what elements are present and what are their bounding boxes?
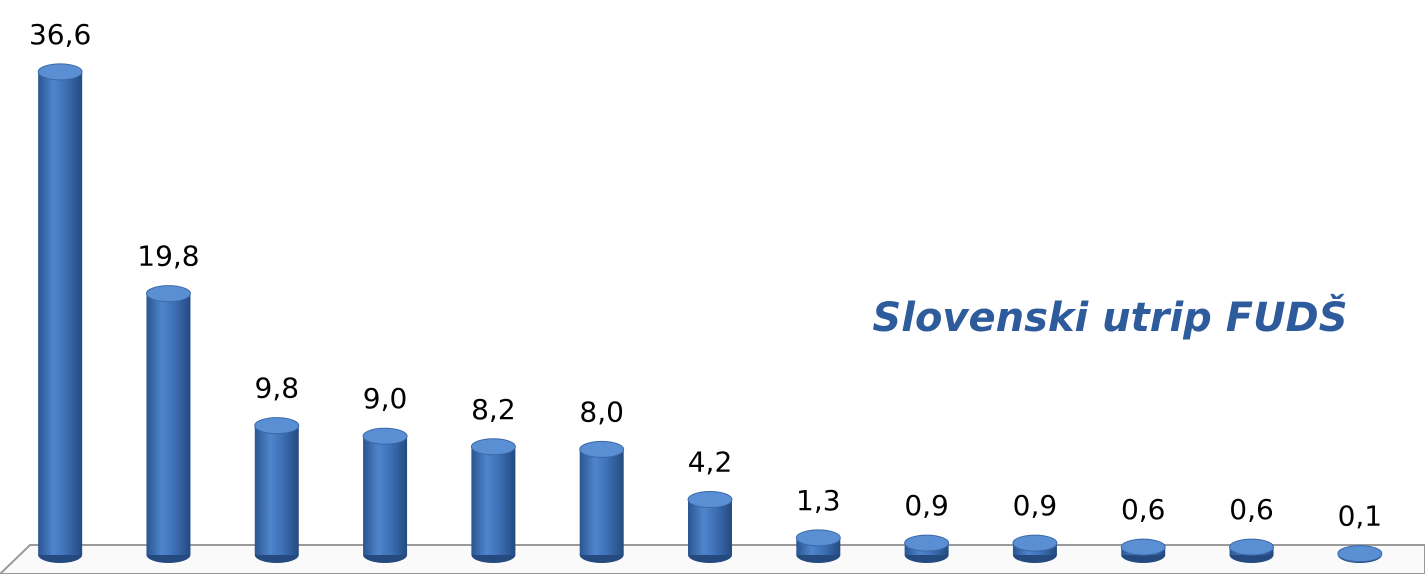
- value-label: 9,8: [255, 372, 300, 405]
- value-label: 19,8: [137, 240, 199, 273]
- bar: [38, 71, 83, 555]
- bar-top: [1337, 545, 1383, 563]
- bar-top: [1012, 534, 1058, 552]
- bar: [579, 449, 624, 555]
- bar-top: [904, 534, 950, 552]
- bar-top: [254, 417, 300, 435]
- value-label: 1,3: [796, 484, 841, 517]
- value-label: 9,0: [363, 382, 408, 415]
- bar-top: [37, 63, 83, 81]
- value-label: 0,6: [1229, 493, 1274, 526]
- value-label: 8,0: [579, 395, 624, 428]
- bar: [471, 446, 516, 555]
- bar: [254, 425, 299, 555]
- bar: [146, 293, 191, 555]
- bar-top: [362, 427, 408, 445]
- value-label: 0,9: [904, 489, 949, 522]
- chart-title: Slovenski utrip FUDŠ: [872, 292, 1347, 341]
- value-label: 8,2: [471, 393, 516, 426]
- bar-top: [795, 529, 841, 547]
- bar-top: [1229, 538, 1275, 556]
- bar: [363, 436, 408, 555]
- bar-top: [470, 438, 516, 456]
- value-label: 0,9: [1013, 489, 1058, 522]
- bar-top: [579, 440, 625, 458]
- bar-top: [145, 285, 191, 303]
- value-label: 0,1: [1338, 500, 1383, 533]
- value-label: 36,6: [29, 18, 91, 51]
- value-label: 4,2: [688, 446, 733, 479]
- value-label: 0,6: [1121, 493, 1166, 526]
- bar-top: [687, 491, 733, 509]
- bar-top: [1120, 538, 1166, 556]
- bar: [688, 499, 732, 555]
